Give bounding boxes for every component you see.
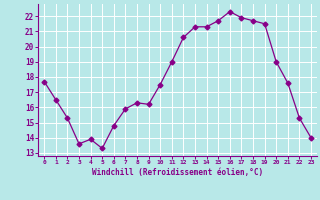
X-axis label: Windchill (Refroidissement éolien,°C): Windchill (Refroidissement éolien,°C): [92, 168, 263, 177]
